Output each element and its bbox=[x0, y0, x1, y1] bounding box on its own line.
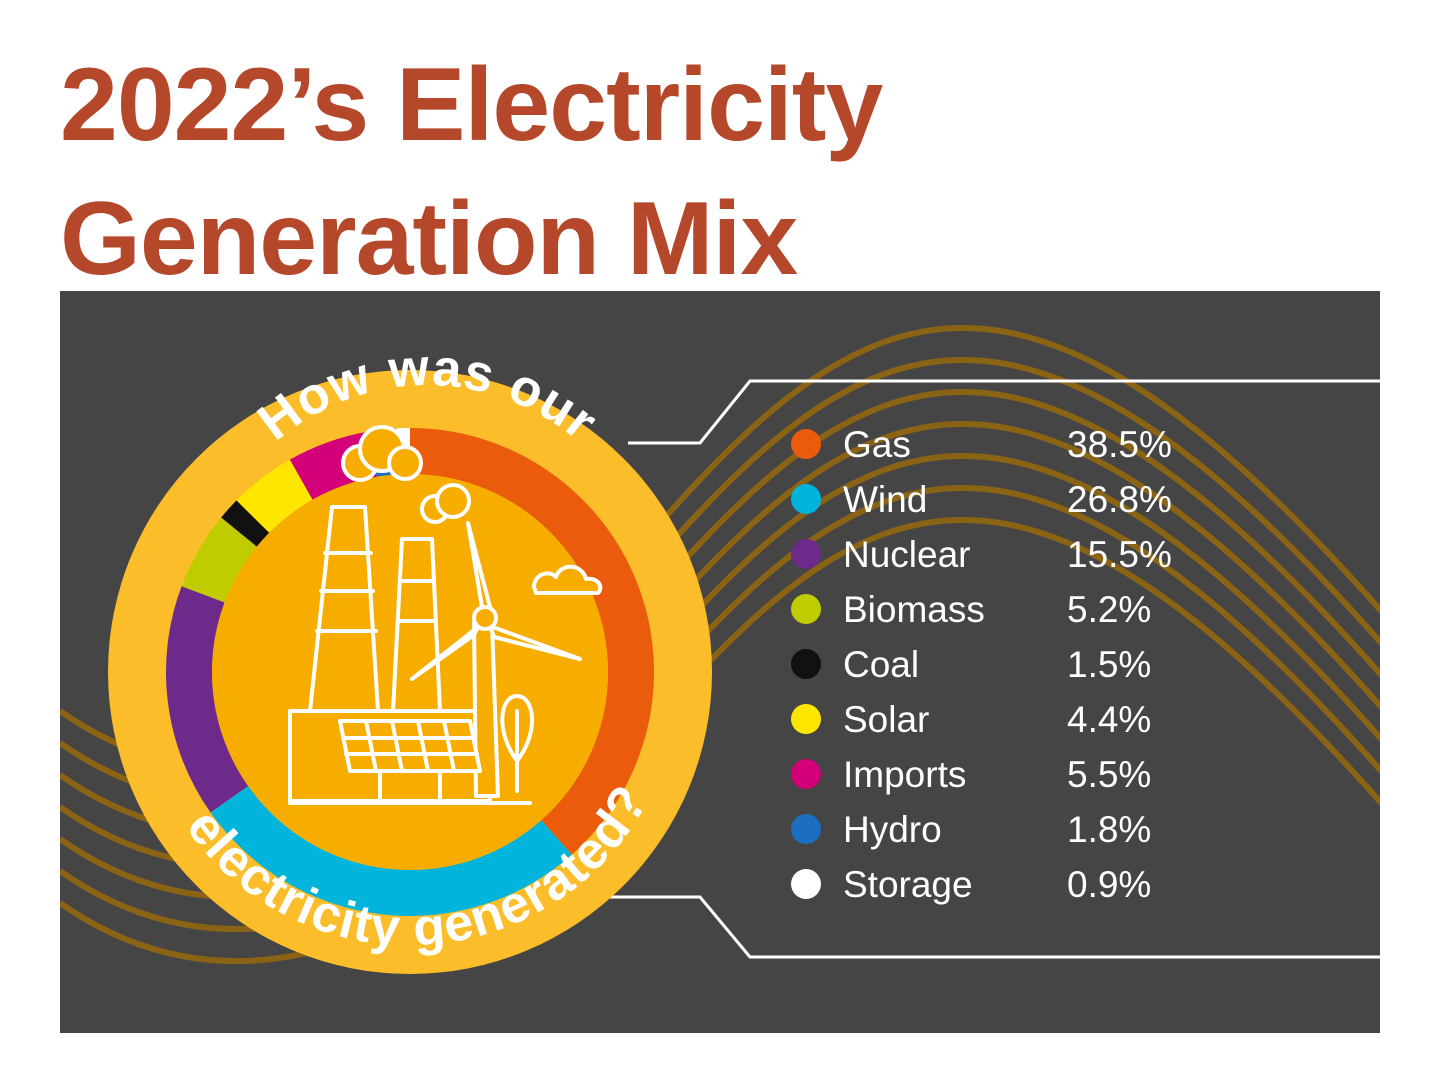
legend-label: Nuclear bbox=[843, 534, 971, 575]
legend-item-solar: Solar 4.4% bbox=[786, 692, 1346, 747]
legend-item-coal: Coal 1.5% bbox=[786, 637, 1346, 692]
legend-value: 4.4% bbox=[1067, 699, 1152, 740]
legend-value: 38.5% bbox=[1067, 424, 1172, 465]
infographic-panel: How was our electricity generated? bbox=[60, 291, 1380, 1033]
legend-value: 0.9% bbox=[1067, 864, 1152, 905]
legend-swatch bbox=[791, 539, 821, 569]
legend-item-gas: Gas 38.5% bbox=[786, 417, 1346, 472]
smoke-icon bbox=[341, 425, 471, 524]
legend-value: 26.8% bbox=[1067, 479, 1172, 520]
legend-swatch bbox=[791, 649, 821, 679]
legend-swatch bbox=[791, 484, 821, 514]
legend-value: 1.8% bbox=[1067, 809, 1152, 850]
connector-line-top bbox=[628, 379, 1380, 445]
chart-svg: How was our electricity generated? bbox=[60, 291, 1380, 1033]
title-line-2: Generation Mix bbox=[60, 181, 798, 297]
cloud-icon bbox=[532, 564, 603, 595]
title-line-1: 2022’s Electricity bbox=[60, 47, 883, 163]
legend-label: Hydro bbox=[843, 809, 942, 850]
legend-swatch bbox=[791, 594, 821, 624]
legend-swatch bbox=[791, 759, 821, 789]
donut-slice-coal bbox=[221, 500, 270, 547]
solar-panel-icon bbox=[288, 719, 532, 805]
legend-item-hydro: Hydro 1.8% bbox=[786, 802, 1346, 857]
donut-slice-biomass bbox=[181, 517, 257, 603]
legend-swatch bbox=[791, 869, 821, 899]
legend-swatch bbox=[791, 814, 821, 844]
legend-value: 15.5% bbox=[1067, 534, 1172, 575]
legend-value: 5.2% bbox=[1067, 589, 1152, 630]
legend-swatch bbox=[791, 429, 821, 459]
tree-icon bbox=[500, 694, 534, 793]
page-title: 2022’s Electricity Generation Mix bbox=[60, 38, 883, 306]
legend-label: Wind bbox=[843, 479, 928, 520]
legend-swatch bbox=[791, 704, 821, 734]
legend-value: 5.5% bbox=[1067, 754, 1152, 795]
legend-item-wind: Wind 26.8% bbox=[786, 472, 1346, 527]
legend-label: Storage bbox=[843, 864, 973, 905]
legend-label: Gas bbox=[843, 424, 911, 465]
legend-item-storage: Storage 0.9% bbox=[786, 857, 1346, 912]
legend-label: Solar bbox=[843, 699, 930, 740]
donut-slice-gas bbox=[410, 428, 654, 855]
legend-label: Biomass bbox=[843, 589, 985, 630]
legend-item-imports: Imports 5.5% bbox=[786, 747, 1346, 802]
connector-line-bottom bbox=[600, 895, 1380, 959]
donut-slice-wind bbox=[210, 786, 572, 916]
legend-label: Imports bbox=[843, 754, 967, 795]
legend-value: 1.5% bbox=[1067, 644, 1152, 685]
energy-illustration bbox=[288, 425, 603, 805]
legend-item-nuclear: Nuclear 15.5% bbox=[786, 527, 1346, 582]
legend-label: Coal bbox=[843, 644, 920, 685]
donut-slice-solar bbox=[236, 459, 313, 533]
legend-item-biomass: Biomass 5.2% bbox=[786, 582, 1346, 637]
legend: Gas 38.5% Wind 26.8% Nuclear 15.5% Biomass 5.2%… bbox=[786, 417, 1346, 912]
donut-slice-nuclear bbox=[165, 586, 249, 813]
